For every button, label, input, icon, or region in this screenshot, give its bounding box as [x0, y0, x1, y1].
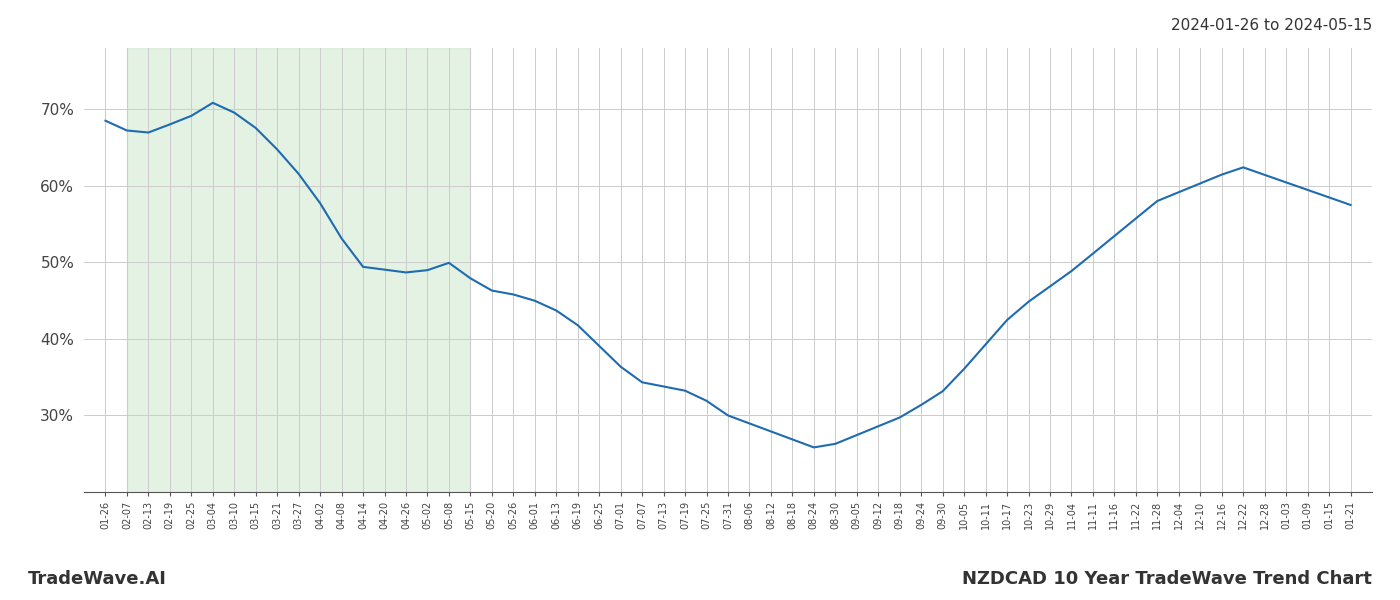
Text: TradeWave.AI: TradeWave.AI: [28, 570, 167, 588]
Text: NZDCAD 10 Year TradeWave Trend Chart: NZDCAD 10 Year TradeWave Trend Chart: [962, 570, 1372, 588]
Text: 2024-01-26 to 2024-05-15: 2024-01-26 to 2024-05-15: [1170, 18, 1372, 33]
Bar: [127, 48, 470, 492]
